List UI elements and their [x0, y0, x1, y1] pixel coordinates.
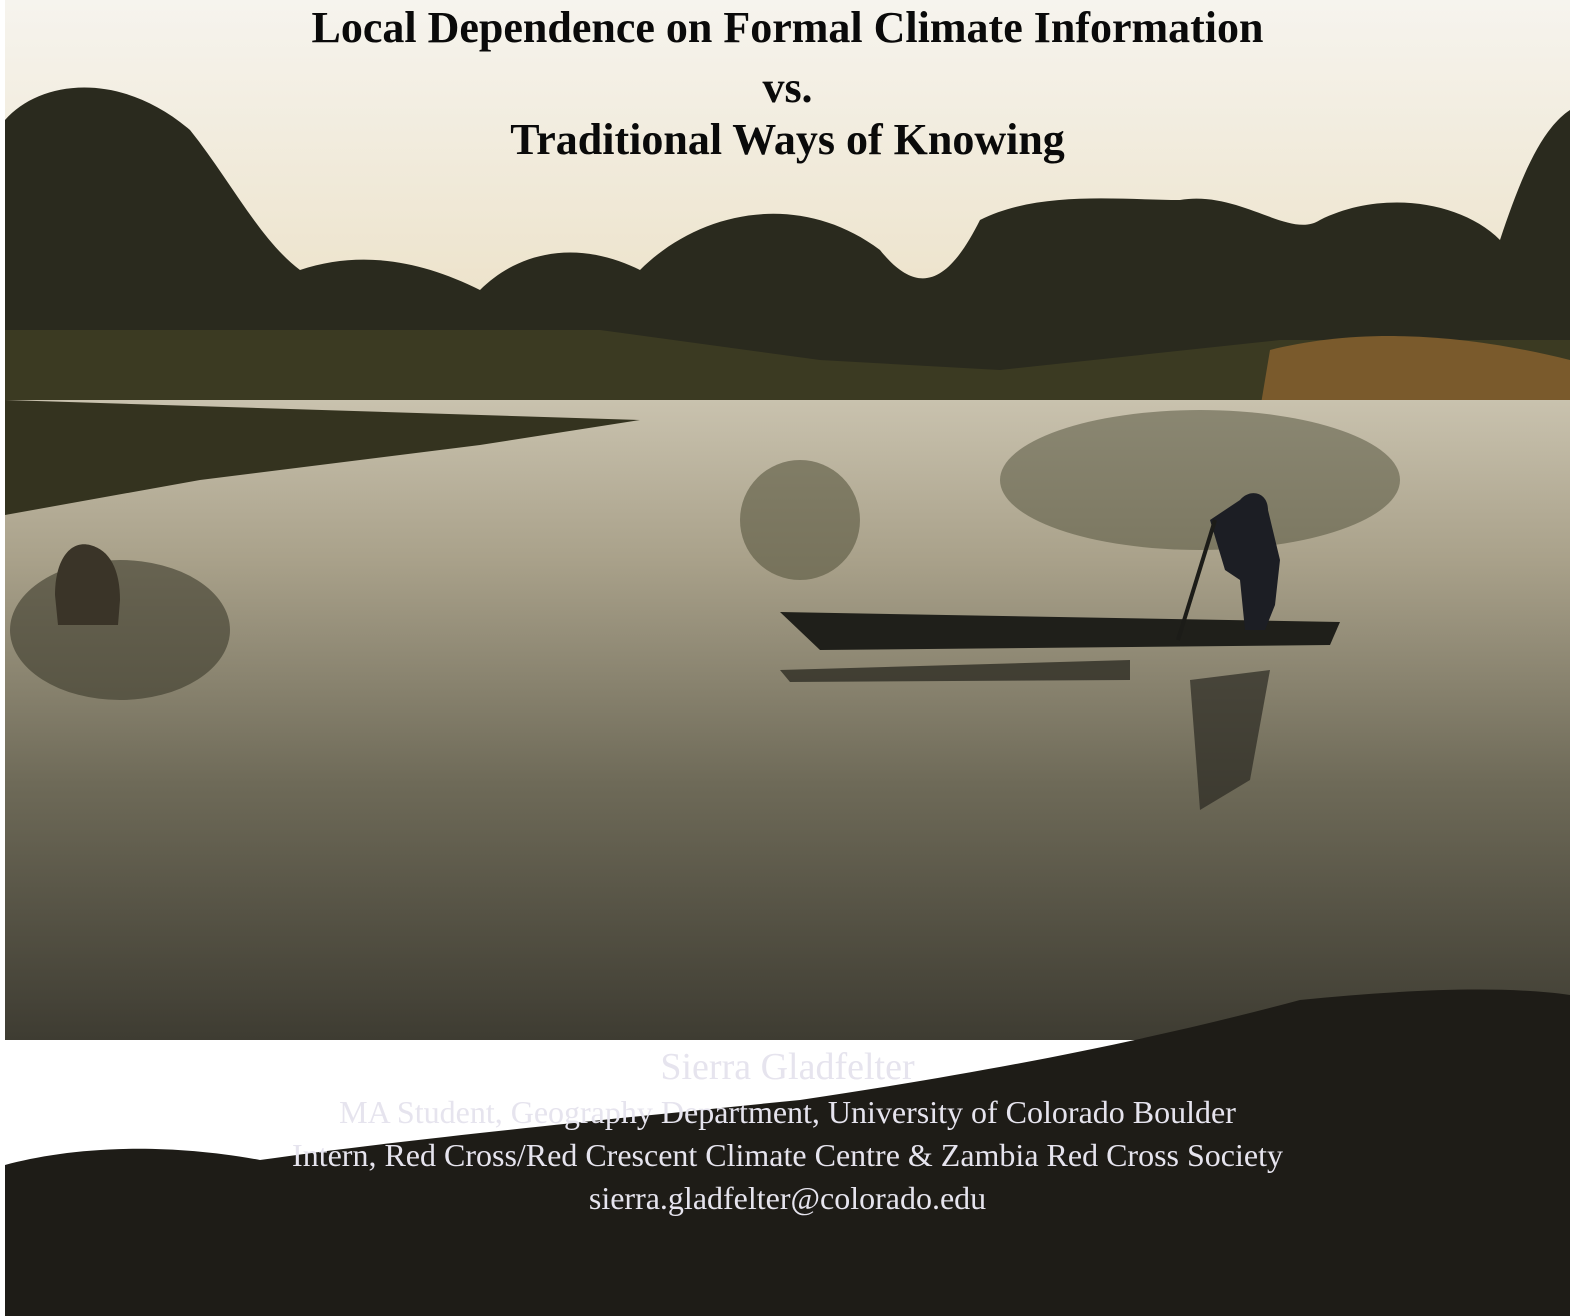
- title-line: Local Dependence on Formal Climate Infor…: [0, 6, 1575, 50]
- poster: Local Dependence on Formal Climate Infor…: [0, 0, 1575, 1316]
- author-name: Sierra Gladfelter: [0, 1048, 1575, 1086]
- title-line: vs.: [0, 66, 1575, 110]
- affiliation: MA Student, Geography Department, Univer…: [0, 1096, 1575, 1128]
- affiliation: Intern, Red Cross/Red Crescent Climate C…: [0, 1139, 1575, 1171]
- title-line: Traditional Ways of Knowing: [0, 118, 1575, 162]
- email: sierra.gladfelter@colorado.edu: [0, 1182, 1575, 1214]
